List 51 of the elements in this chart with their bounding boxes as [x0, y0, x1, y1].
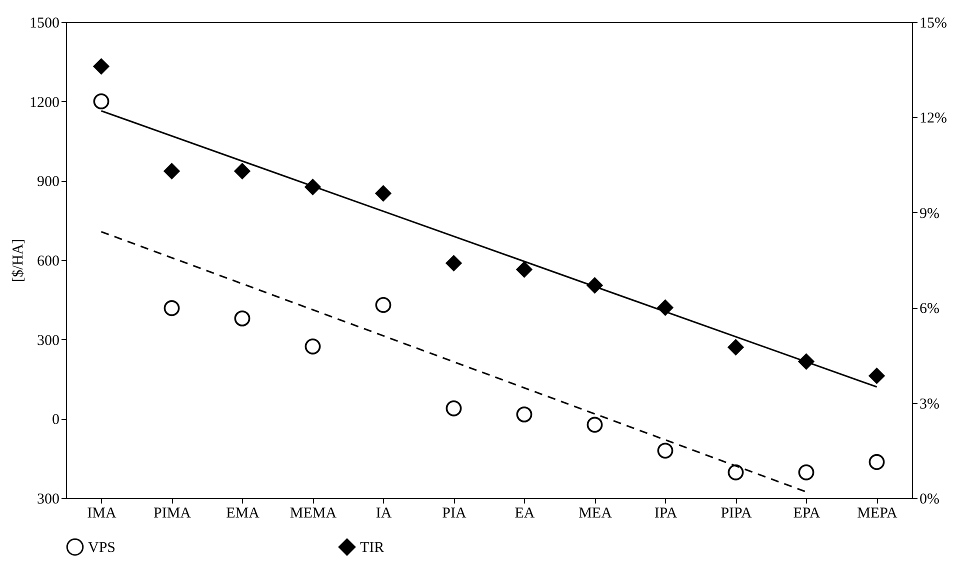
y2-tick-label: 15% [920, 16, 947, 32]
x-tick-label: IMA [87, 506, 116, 522]
x-tick-label: MEPA [857, 506, 898, 522]
y2-tick-label: 9% [920, 206, 940, 222]
x-tick-label: IA [376, 506, 392, 522]
point [375, 297, 392, 313]
legend-label: TIR [360, 540, 384, 556]
y2-tick-label: 3% [920, 396, 940, 412]
point [728, 464, 744, 480]
y2-tick-label: 12% [920, 110, 947, 127]
y-tick-label: 1500 [30, 16, 60, 32]
point [304, 179, 321, 195]
y-tick-label: 300 [37, 332, 60, 349]
point [164, 163, 180, 180]
x-tick-label: IPA [654, 506, 678, 522]
x-tick-label: MEA [578, 506, 612, 522]
point [164, 300, 180, 316]
x-tick-label: MEMA [290, 506, 337, 522]
point [657, 300, 674, 316]
point [446, 400, 462, 416]
point [234, 310, 250, 326]
point [868, 368, 885, 384]
point [516, 406, 532, 422]
point [728, 339, 744, 356]
point [868, 454, 885, 470]
point [516, 262, 532, 278]
y2-tick-label: 6% [920, 301, 940, 318]
point [93, 58, 110, 74]
y-tick-label: 1200 [30, 94, 60, 111]
legend-label: VPS [88, 540, 116, 556]
point [375, 185, 392, 202]
y-axis-title: [$/HA] [10, 238, 26, 282]
y-tick-label: 0 [52, 412, 60, 428]
point [446, 255, 462, 272]
point [304, 338, 321, 354]
x-tick-label: PIPA [720, 506, 752, 522]
x-tick-label: EMA [226, 506, 260, 522]
y-tick-label: 600 [37, 254, 60, 270]
point [798, 464, 814, 480]
y-tick-label: 300 [37, 492, 60, 508]
point [93, 93, 110, 110]
y-tick-label: 900 [37, 174, 60, 190]
point [657, 442, 674, 459]
x-tick-label: EA [514, 506, 535, 522]
x-tick-label: EPA [793, 506, 820, 522]
point [798, 354, 814, 370]
y2-tick-label: 0% [920, 492, 940, 508]
point [234, 163, 250, 180]
x-tick-label: PIA [442, 506, 466, 522]
x-tick-label: PIMA [153, 506, 192, 522]
point [586, 416, 603, 433]
